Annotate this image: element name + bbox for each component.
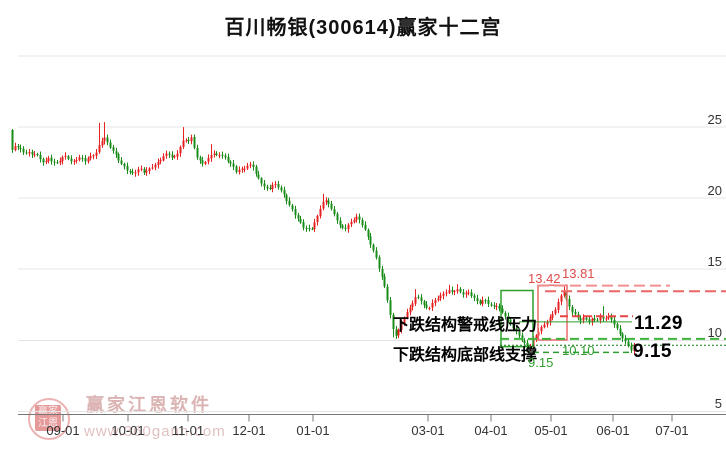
y-axis-label-5: 5 <box>714 396 722 412</box>
x-axis-label-05-01: 05-01 <box>534 423 568 438</box>
watermark-brand: 赢家江恩软件 <box>86 395 212 415</box>
price-label-10.10: 10.10 <box>562 343 595 358</box>
y-axis-label-25: 25 <box>707 112 722 128</box>
x-axis-label-12-01: 12-01 <box>232 423 266 438</box>
x-axis-label-10-01: 10-01 <box>111 423 145 438</box>
warning-line-text: 下跌结构警戒线压力 <box>393 317 538 334</box>
candles <box>11 122 636 355</box>
x-axis-label-09-01: 09-01 <box>46 423 80 438</box>
chart-title: 百川畅银(300614)赢家十二宫 <box>224 17 502 39</box>
x-axis-label-06-01: 06-01 <box>596 423 630 438</box>
price-label-9.15: 9.15 <box>528 355 554 370</box>
x-axis-label-04-01: 04-01 <box>474 423 508 438</box>
x-axis-label-03-01: 03-01 <box>411 423 445 438</box>
y-axis-label-15: 15 <box>707 254 722 270</box>
watermark-seal-circle-icon <box>28 398 70 440</box>
x-axis-label-11-01: 11-01 <box>171 423 205 438</box>
decline-structure-box <box>500 289 534 348</box>
structure-boxes <box>500 284 568 348</box>
x-axis-label-07-01: 07-01 <box>655 423 689 438</box>
rebound-structure-box <box>537 284 568 341</box>
x-axis <box>18 414 726 422</box>
y-axis-label-10: 10 <box>707 325 722 341</box>
gridlines <box>18 55 726 412</box>
support-line-value: 9.15 <box>633 341 672 362</box>
watermark-url: www.360gann.com <box>84 423 226 440</box>
price-label-13.42: 13.42 <box>528 271 561 286</box>
warning-line-value: 11.29 <box>634 313 683 334</box>
x-axis-label-01-01: 01-01 <box>296 423 330 438</box>
price-label-13.81: 13.81 <box>562 266 595 281</box>
level-lines <box>500 284 726 354</box>
y-axis-label-20: 20 <box>707 183 722 199</box>
support-line-text: 下跌结构底部线支撑 <box>393 347 538 364</box>
